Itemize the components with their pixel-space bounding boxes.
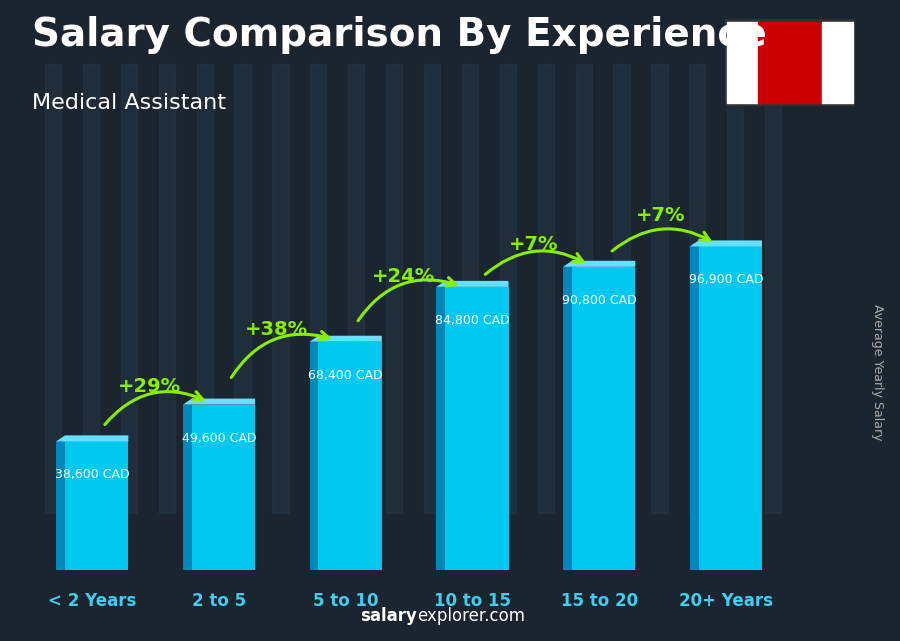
Polygon shape (56, 442, 65, 570)
Polygon shape (183, 404, 192, 570)
Text: +24%: +24% (372, 267, 435, 286)
Polygon shape (766, 38, 814, 85)
Bar (235, 64, 251, 513)
Bar (121, 64, 137, 513)
Polygon shape (563, 261, 635, 267)
Polygon shape (563, 267, 572, 570)
Bar (758, 22, 822, 103)
Bar (348, 64, 364, 513)
Bar (65, 442, 129, 570)
Text: salary: salary (360, 607, 417, 625)
Bar (319, 342, 382, 570)
Polygon shape (310, 336, 382, 342)
Bar (614, 64, 630, 513)
Bar (788, 87, 792, 103)
Polygon shape (689, 240, 762, 246)
Text: 20+ Years: 20+ Years (679, 592, 773, 610)
Text: 10 to 15: 10 to 15 (434, 592, 511, 610)
Text: Medical Assistant: Medical Assistant (32, 93, 226, 113)
Text: 90,800 CAD: 90,800 CAD (562, 294, 636, 307)
Bar (500, 64, 516, 513)
Bar (45, 64, 61, 513)
Text: 84,800 CAD: 84,800 CAD (435, 314, 509, 327)
Bar (424, 64, 440, 513)
Bar (192, 404, 255, 570)
Text: +29%: +29% (119, 377, 182, 396)
Bar (765, 64, 781, 513)
Bar (689, 64, 706, 513)
Bar (726, 22, 758, 103)
Polygon shape (436, 287, 446, 570)
Text: +7%: +7% (509, 235, 559, 254)
Polygon shape (56, 435, 129, 442)
Bar (575, 64, 591, 513)
Text: < 2 Years: < 2 Years (48, 592, 137, 610)
Bar (83, 64, 99, 513)
Polygon shape (310, 342, 319, 570)
Bar (537, 64, 554, 513)
Text: 96,900 CAD: 96,900 CAD (688, 273, 763, 287)
Bar (822, 22, 853, 103)
Bar (462, 64, 478, 513)
Bar (727, 64, 743, 513)
Text: 49,600 CAD: 49,600 CAD (182, 431, 256, 444)
Bar (386, 64, 402, 513)
Text: 38,600 CAD: 38,600 CAD (55, 469, 130, 481)
Polygon shape (436, 281, 508, 287)
Bar (572, 267, 635, 570)
Bar (310, 64, 327, 513)
Bar (446, 287, 508, 570)
Text: +38%: +38% (245, 320, 308, 339)
Text: +7%: +7% (635, 206, 686, 226)
Text: Average Yearly Salary: Average Yearly Salary (871, 304, 884, 440)
Bar (273, 64, 289, 513)
FancyBboxPatch shape (724, 19, 856, 106)
Bar (158, 64, 175, 513)
Bar (652, 64, 668, 513)
Text: 15 to 20: 15 to 20 (561, 592, 638, 610)
Text: 2 to 5: 2 to 5 (192, 592, 246, 610)
Bar (698, 246, 762, 570)
Text: 5 to 10: 5 to 10 (313, 592, 379, 610)
Polygon shape (689, 246, 698, 570)
Polygon shape (183, 399, 255, 404)
Text: explorer.com: explorer.com (417, 607, 525, 625)
Text: Salary Comparison By Experience: Salary Comparison By Experience (32, 16, 766, 54)
Bar (196, 64, 212, 513)
Text: 68,400 CAD: 68,400 CAD (309, 369, 383, 381)
